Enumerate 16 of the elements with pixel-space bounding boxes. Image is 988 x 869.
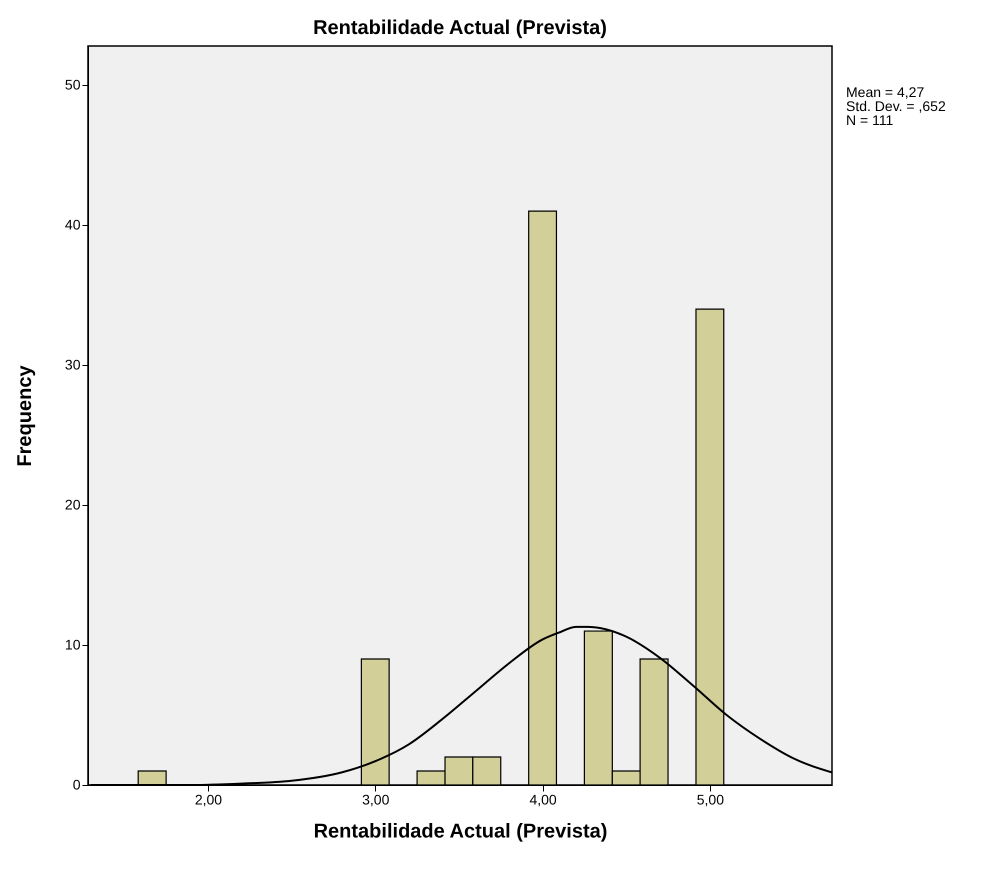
y-axis-title: Frequency bbox=[14, 364, 36, 467]
text: Mean = 4,27 bbox=[846, 84, 924, 100]
x-tick-label: 4,00 bbox=[529, 792, 557, 808]
y-tick-label: 10 bbox=[64, 636, 81, 653]
y-tick-label: 30 bbox=[64, 356, 81, 373]
y-tick-label: 40 bbox=[64, 216, 81, 233]
y-tick-label: 20 bbox=[64, 496, 81, 513]
chart-title: Rentabilidade Actual (Prevista) bbox=[313, 17, 607, 39]
text: N = 111 bbox=[846, 112, 894, 128]
text: Std. Dev. = ,652 bbox=[846, 98, 946, 114]
x-tick-label: 3,00 bbox=[362, 792, 390, 808]
x-tick-label: 5,00 bbox=[696, 792, 724, 808]
x-axis-title: Rentabilidade Actual (Prevista) bbox=[314, 820, 608, 842]
x-tick-label: 2,00 bbox=[194, 792, 222, 808]
y-tick-label: 50 bbox=[64, 76, 81, 93]
y-tick-label: 0 bbox=[72, 776, 81, 792]
